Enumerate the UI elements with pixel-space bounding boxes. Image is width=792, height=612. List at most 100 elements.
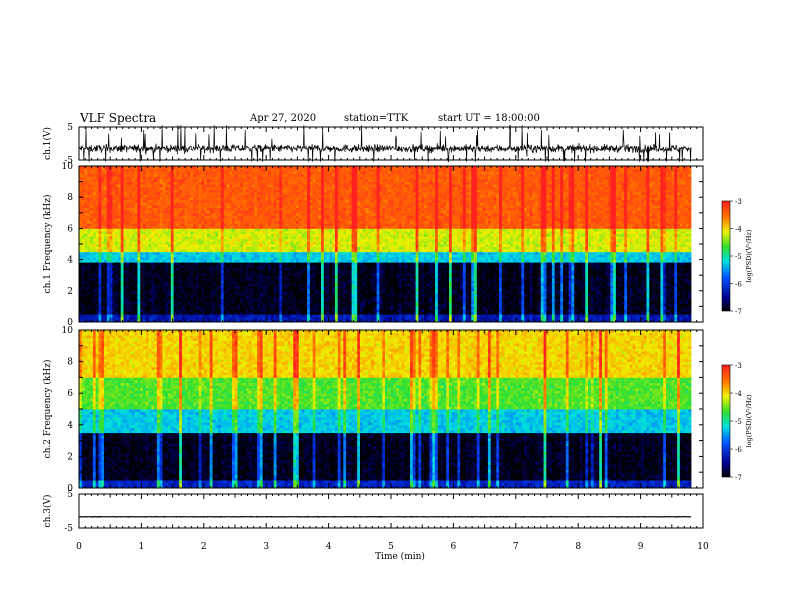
spectrogram-cell	[198, 316, 202, 320]
spectrogram-cell	[585, 280, 589, 284]
spectrogram-cell	[632, 309, 636, 312]
spectrogram-cell	[421, 285, 425, 289]
spectrogram-cell	[170, 298, 174, 302]
spectrogram-cell	[474, 309, 478, 312]
spectrogram-cell	[187, 314, 191, 318]
spectrogram-cell	[618, 306, 622, 310]
spectrogram-cell	[187, 285, 191, 289]
spectrogram-cell	[429, 290, 433, 294]
spectrogram-cell	[448, 283, 453, 286]
spectrogram-cell	[321, 283, 325, 286]
spectrogram-cell	[613, 296, 617, 299]
spectrogram-cell	[652, 316, 656, 320]
spectrogram-cell	[382, 288, 386, 292]
spectrogram-cell	[437, 288, 442, 292]
spectrogram-cell	[234, 272, 238, 276]
spectrogram-cell	[248, 293, 252, 297]
spectrogram-cell	[270, 293, 275, 297]
spectrogram-cell	[123, 290, 127, 294]
spectrogram-cell	[454, 272, 458, 276]
spectrogram-cell	[448, 311, 453, 315]
spectrogram-cell	[112, 311, 116, 315]
spectrogram-cell	[554, 314, 558, 318]
spectrogram-cell	[474, 319, 478, 323]
spectrogram-cell	[223, 270, 227, 273]
spectrogram-cell	[148, 285, 152, 289]
spectrogram-cell	[440, 319, 444, 323]
spectrogram-cell	[265, 309, 269, 312]
spectrogram-cell	[482, 290, 486, 294]
spectrogram-cell	[343, 298, 347, 302]
spectrogram-cell	[532, 303, 536, 307]
spectrogram-cell	[315, 301, 319, 305]
spectrogram-cell	[243, 283, 247, 286]
spectrogram-cell	[79, 267, 83, 271]
spectrogram-cell	[162, 303, 166, 307]
spectrogram-cell	[170, 290, 174, 294]
spectrogram-cell	[218, 306, 222, 310]
spectrogram-cell	[106, 314, 110, 318]
spectrogram-cell	[393, 306, 397, 310]
spectrogram-cell	[101, 283, 105, 286]
spectrogram-cell	[423, 283, 428, 286]
spectrogram-cell	[98, 285, 102, 289]
spectrogram-cell	[309, 288, 314, 292]
spectrogram-cell	[487, 301, 492, 305]
spectrogram-cell	[671, 267, 675, 271]
spectrogram-cell	[554, 272, 558, 276]
spectrogram-cell	[432, 301, 436, 305]
spectrogram-cell	[193, 309, 197, 312]
spectrogram-cell	[476, 275, 480, 279]
spectrogram-cell	[524, 319, 528, 323]
spectrogram-cell	[218, 301, 222, 305]
spectrogram-cell	[387, 314, 391, 318]
spectrogram-cell	[501, 290, 506, 294]
spectrogram-cell	[201, 290, 205, 294]
spectrogram-cell	[184, 309, 188, 312]
spectrogram-cell	[307, 306, 311, 310]
spectrogram-cell	[92, 314, 97, 318]
spectrogram-cell	[518, 319, 522, 323]
spectrogram-cell	[340, 309, 344, 312]
spectrogram-cell	[532, 316, 536, 320]
spectrogram-cell	[468, 288, 472, 292]
spectrogram-cell	[90, 311, 94, 315]
spectrogram-cell	[507, 283, 511, 286]
spectrogram-cell	[652, 270, 656, 273]
spectrogram-cell	[398, 275, 403, 279]
spectrogram-cell	[195, 306, 200, 310]
spectrogram-cell	[571, 298, 575, 302]
spectrogram-cell	[652, 290, 656, 294]
spectrogram-cell	[532, 306, 536, 310]
spectrogram-cell	[337, 290, 341, 294]
spectrogram-cell	[454, 288, 458, 292]
spectrogram-cell	[282, 267, 286, 271]
spectrogram-cell	[142, 290, 147, 294]
spectrogram-cell	[635, 296, 639, 299]
spectrogram-cell	[585, 267, 589, 271]
spectrogram-cell	[485, 290, 489, 294]
spectrogram-cell	[610, 277, 614, 281]
spectrogram-cell	[524, 277, 528, 281]
spectrogram-cell	[560, 311, 564, 315]
spectrogram-cell	[543, 277, 547, 281]
spectrogram-cell	[334, 285, 339, 289]
spectrogram-cell	[346, 288, 350, 292]
spectrogram-cell	[298, 309, 302, 312]
spectrogram-cell	[287, 283, 291, 286]
spectrogram-cell	[117, 285, 122, 289]
spectrogram-cell	[688, 296, 692, 299]
spectrogram-cell	[223, 283, 227, 286]
spectrogram-cell	[590, 272, 595, 276]
spectrogram-cell	[415, 288, 419, 292]
spectrogram-cell	[538, 298, 542, 302]
spectrogram-cell	[165, 314, 169, 318]
spectrogram-cell	[195, 303, 200, 307]
spectrogram-cell	[368, 290, 372, 294]
spectrogram-cell	[318, 280, 322, 284]
spectrogram-cell	[243, 311, 247, 315]
spectrogram-cell	[273, 285, 277, 289]
spectrogram-cell	[262, 280, 266, 284]
spectrogram-cell	[551, 298, 556, 302]
spectrogram-cell	[215, 293, 219, 297]
